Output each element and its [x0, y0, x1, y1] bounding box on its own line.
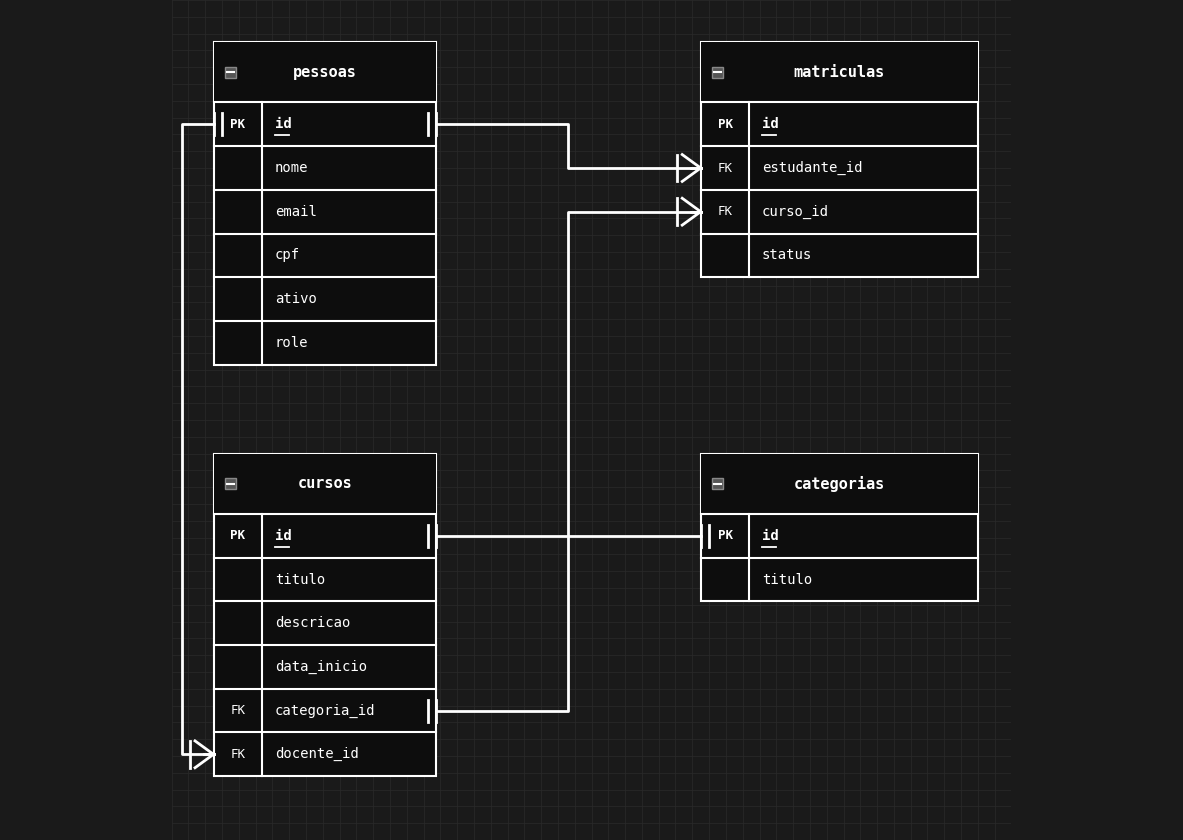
Text: status: status — [762, 249, 813, 262]
Text: PK: PK — [231, 529, 245, 543]
Bar — [225, 478, 235, 489]
Text: descricao: descricao — [274, 617, 350, 630]
Text: FK: FK — [231, 704, 245, 717]
Text: cursos: cursos — [297, 476, 353, 491]
Text: estudante_id: estudante_id — [762, 161, 862, 175]
Bar — [213, 42, 437, 102]
Bar — [712, 67, 723, 78]
Bar — [213, 42, 437, 365]
Text: id: id — [762, 529, 778, 543]
Text: ativo: ativo — [274, 292, 317, 306]
Text: titulo: titulo — [274, 573, 325, 586]
Text: FK: FK — [231, 748, 245, 761]
Bar — [700, 454, 978, 601]
Text: categorias: categorias — [794, 475, 885, 492]
Text: id: id — [274, 529, 291, 543]
Bar — [213, 454, 437, 514]
Text: id: id — [762, 118, 778, 131]
Text: FK: FK — [718, 205, 732, 218]
Bar — [225, 67, 235, 78]
Text: categoria_id: categoria_id — [274, 704, 375, 717]
Bar — [700, 454, 978, 514]
Text: id: id — [274, 118, 291, 131]
Text: nome: nome — [274, 161, 309, 175]
Text: FK: FK — [718, 161, 732, 175]
Text: matriculas: matriculas — [794, 65, 885, 80]
Text: role: role — [274, 336, 309, 349]
Text: data_inicio: data_inicio — [274, 660, 367, 674]
Text: PK: PK — [718, 529, 732, 543]
Bar — [712, 478, 723, 489]
Text: cpf: cpf — [274, 249, 300, 262]
Text: PK: PK — [231, 118, 245, 131]
Text: docente_id: docente_id — [274, 748, 358, 761]
Bar — [700, 42, 978, 102]
Text: curso_id: curso_id — [762, 205, 829, 218]
Text: email: email — [274, 205, 317, 218]
Text: pessoas: pessoas — [293, 65, 357, 80]
Bar — [213, 454, 437, 776]
Text: PK: PK — [718, 118, 732, 131]
Text: titulo: titulo — [762, 573, 813, 586]
Bar — [700, 42, 978, 277]
